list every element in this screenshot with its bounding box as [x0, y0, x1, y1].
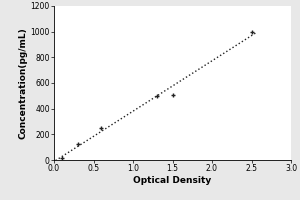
Point [59, 156, 64, 160]
X-axis label: Optical Density: Optical Density [134, 176, 212, 185]
Point [99, 126, 104, 130]
Point [75, 142, 80, 146]
Point [249, 30, 254, 33]
Point [154, 94, 159, 97]
Point [170, 93, 175, 96]
Y-axis label: Concentration(pg/mL): Concentration(pg/mL) [19, 27, 28, 139]
